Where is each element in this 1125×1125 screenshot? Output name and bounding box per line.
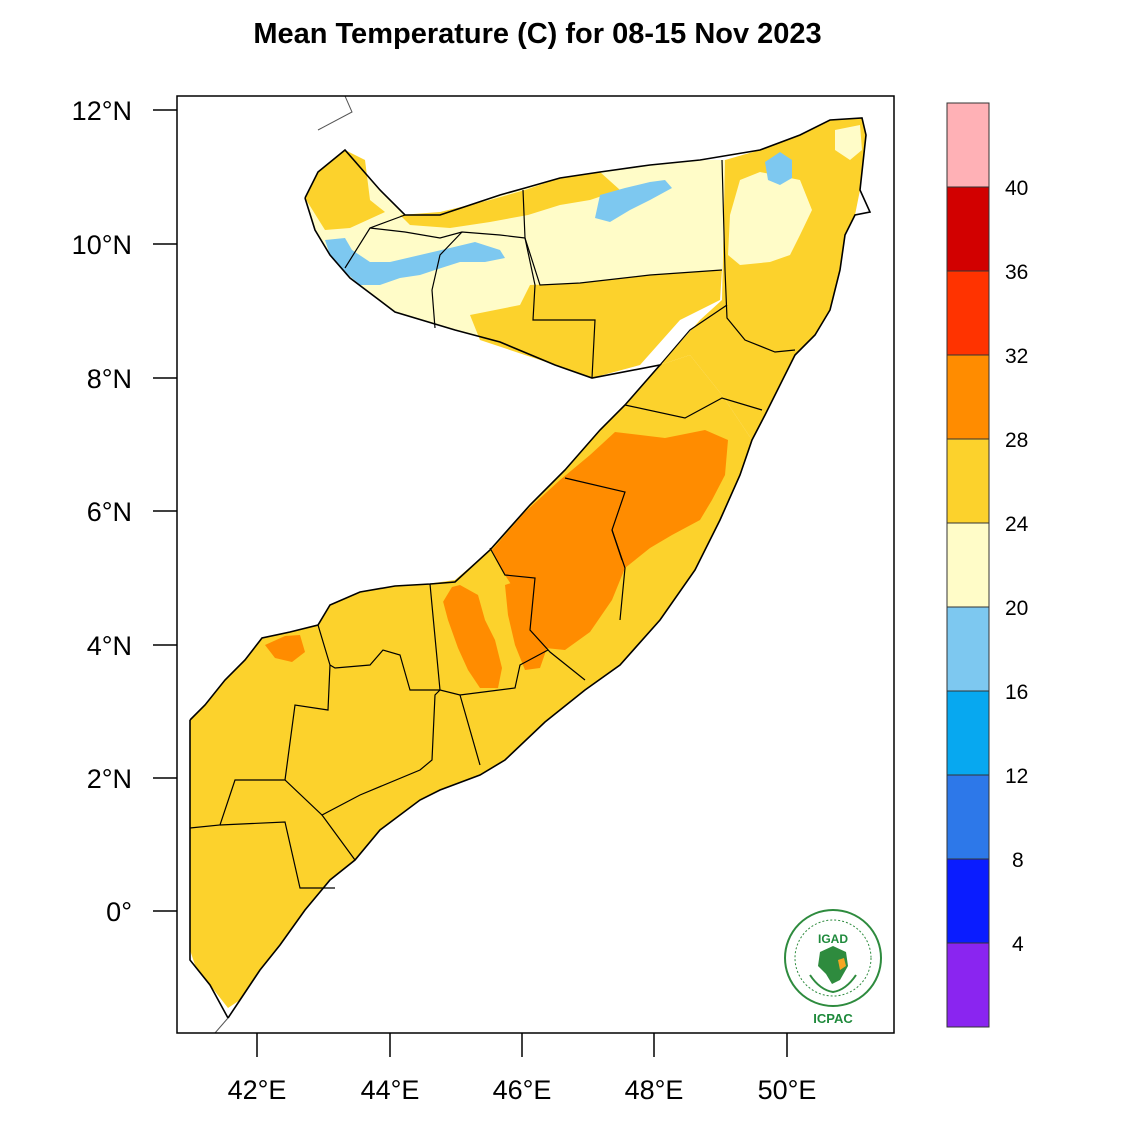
lat-tick-label: 12°N: [72, 96, 132, 126]
cool-patch-north: [595, 180, 672, 222]
lon-tick-label: 46°E: [493, 1075, 552, 1105]
lon-tick-label: 48°E: [625, 1075, 684, 1105]
colorbar-label: 8: [1012, 849, 1024, 872]
latitude-labels: 12°N 10°N 8°N 6°N 4°N 2°N 0°: [72, 96, 132, 927]
laurel-icon: [809, 974, 857, 994]
lon-tick-label: 50°E: [758, 1075, 817, 1105]
colorbar-label: 20: [1005, 597, 1028, 620]
region-central-hot-2: [440, 585, 502, 688]
colorbar-swatch: [946, 438, 990, 524]
region-central-hot: [492, 430, 728, 650]
africa-map-icon: [818, 946, 848, 984]
region-northeast-cool: [728, 172, 812, 265]
lat-tick-label: 4°N: [87, 631, 132, 661]
cool-patch-west: [325, 238, 505, 285]
map-frame: [176, 95, 895, 1034]
colorbar-label: 4: [1012, 933, 1024, 956]
axis-ticks: [153, 109, 788, 1057]
lon-tick-label: 42°E: [228, 1075, 287, 1105]
logo-top-text: IGAD: [818, 932, 848, 946]
igad-region-icon: [838, 958, 846, 970]
igad-icpac-logo: IGAD ICPAC: [784, 909, 882, 1026]
region-central-north-warm: [470, 270, 722, 378]
colorbar-swatch: [946, 774, 990, 860]
lat-tick-label: 2°N: [87, 764, 132, 794]
coastline: [189, 117, 872, 1019]
colorbar-swatch: [946, 606, 990, 692]
country-borders: [214, 96, 353, 1033]
colorbar-label: 24: [1005, 513, 1029, 536]
colorbar-label: 36: [1005, 261, 1028, 284]
region-northeast-cool-2: [835, 125, 862, 160]
colorbar-label: 32: [1005, 345, 1028, 368]
colorbar-swatch: [946, 270, 990, 356]
region-northwest-warm: [305, 150, 385, 230]
temperature-field: [190, 118, 866, 1008]
admin-boundaries: [189, 159, 796, 889]
region-northwest-warm-2: [400, 172, 620, 228]
colorbar-labels: 40 36 32 28 24 20 16 12 8 4: [1005, 177, 1029, 956]
region-northeast: [660, 118, 866, 440]
logo-bottom-text: ICPAC: [813, 1011, 853, 1026]
region-central-hot-3: [505, 580, 548, 670]
lat-tick-label: 0°: [106, 897, 132, 927]
colorbar-label: 40: [1005, 177, 1028, 200]
lon-tick-label: 44°E: [361, 1075, 420, 1105]
colorbar-swatch: [946, 186, 990, 272]
logo-inner-ring: [794, 919, 872, 997]
colorbar-swatch: [946, 354, 990, 440]
lat-tick-label: 6°N: [87, 497, 132, 527]
cool-patch-east: [765, 152, 792, 185]
colorbar: [946, 102, 990, 1028]
longitude-labels: 42°E 44°E 46°E 48°E 50°E: [228, 1075, 817, 1105]
colorbar-swatch: [946, 858, 990, 944]
region-south: [190, 582, 455, 1008]
colorbar-swatch: [946, 942, 990, 1028]
region-south-hot: [265, 635, 305, 662]
lat-tick-label: 8°N: [87, 364, 132, 394]
colorbar-label: 12: [1005, 765, 1028, 788]
colorbar-label: 28: [1005, 429, 1028, 452]
colorbar-label: 16: [1005, 681, 1028, 704]
colorbar-swatch: [946, 522, 990, 608]
chart-title: Mean Temperature (C) for 08-15 Nov 2023: [253, 18, 822, 50]
lat-tick-label: 10°N: [72, 230, 132, 260]
colorbar-swatch: [946, 102, 990, 188]
colorbar-swatch: [946, 690, 990, 776]
